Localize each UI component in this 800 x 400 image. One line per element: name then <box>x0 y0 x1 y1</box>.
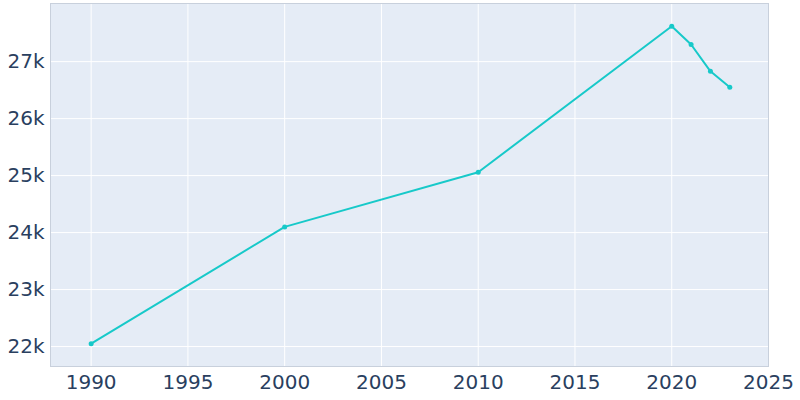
svg-text:2025: 2025 <box>743 370 794 394</box>
svg-text:2010: 2010 <box>453 370 504 394</box>
svg-text:27k: 27k <box>7 49 44 73</box>
svg-text:2005: 2005 <box>356 370 407 394</box>
svg-text:24k: 24k <box>7 220 44 244</box>
svg-text:25k: 25k <box>7 163 44 187</box>
svg-text:2020: 2020 <box>646 370 697 394</box>
svg-text:22k: 22k <box>7 334 44 358</box>
svg-text:23k: 23k <box>7 277 44 301</box>
svg-text:2015: 2015 <box>550 370 601 394</box>
svg-text:1995: 1995 <box>162 370 213 394</box>
svg-text:26k: 26k <box>7 106 44 130</box>
svg-text:1990: 1990 <box>66 370 117 394</box>
svg-text:2000: 2000 <box>259 370 310 394</box>
